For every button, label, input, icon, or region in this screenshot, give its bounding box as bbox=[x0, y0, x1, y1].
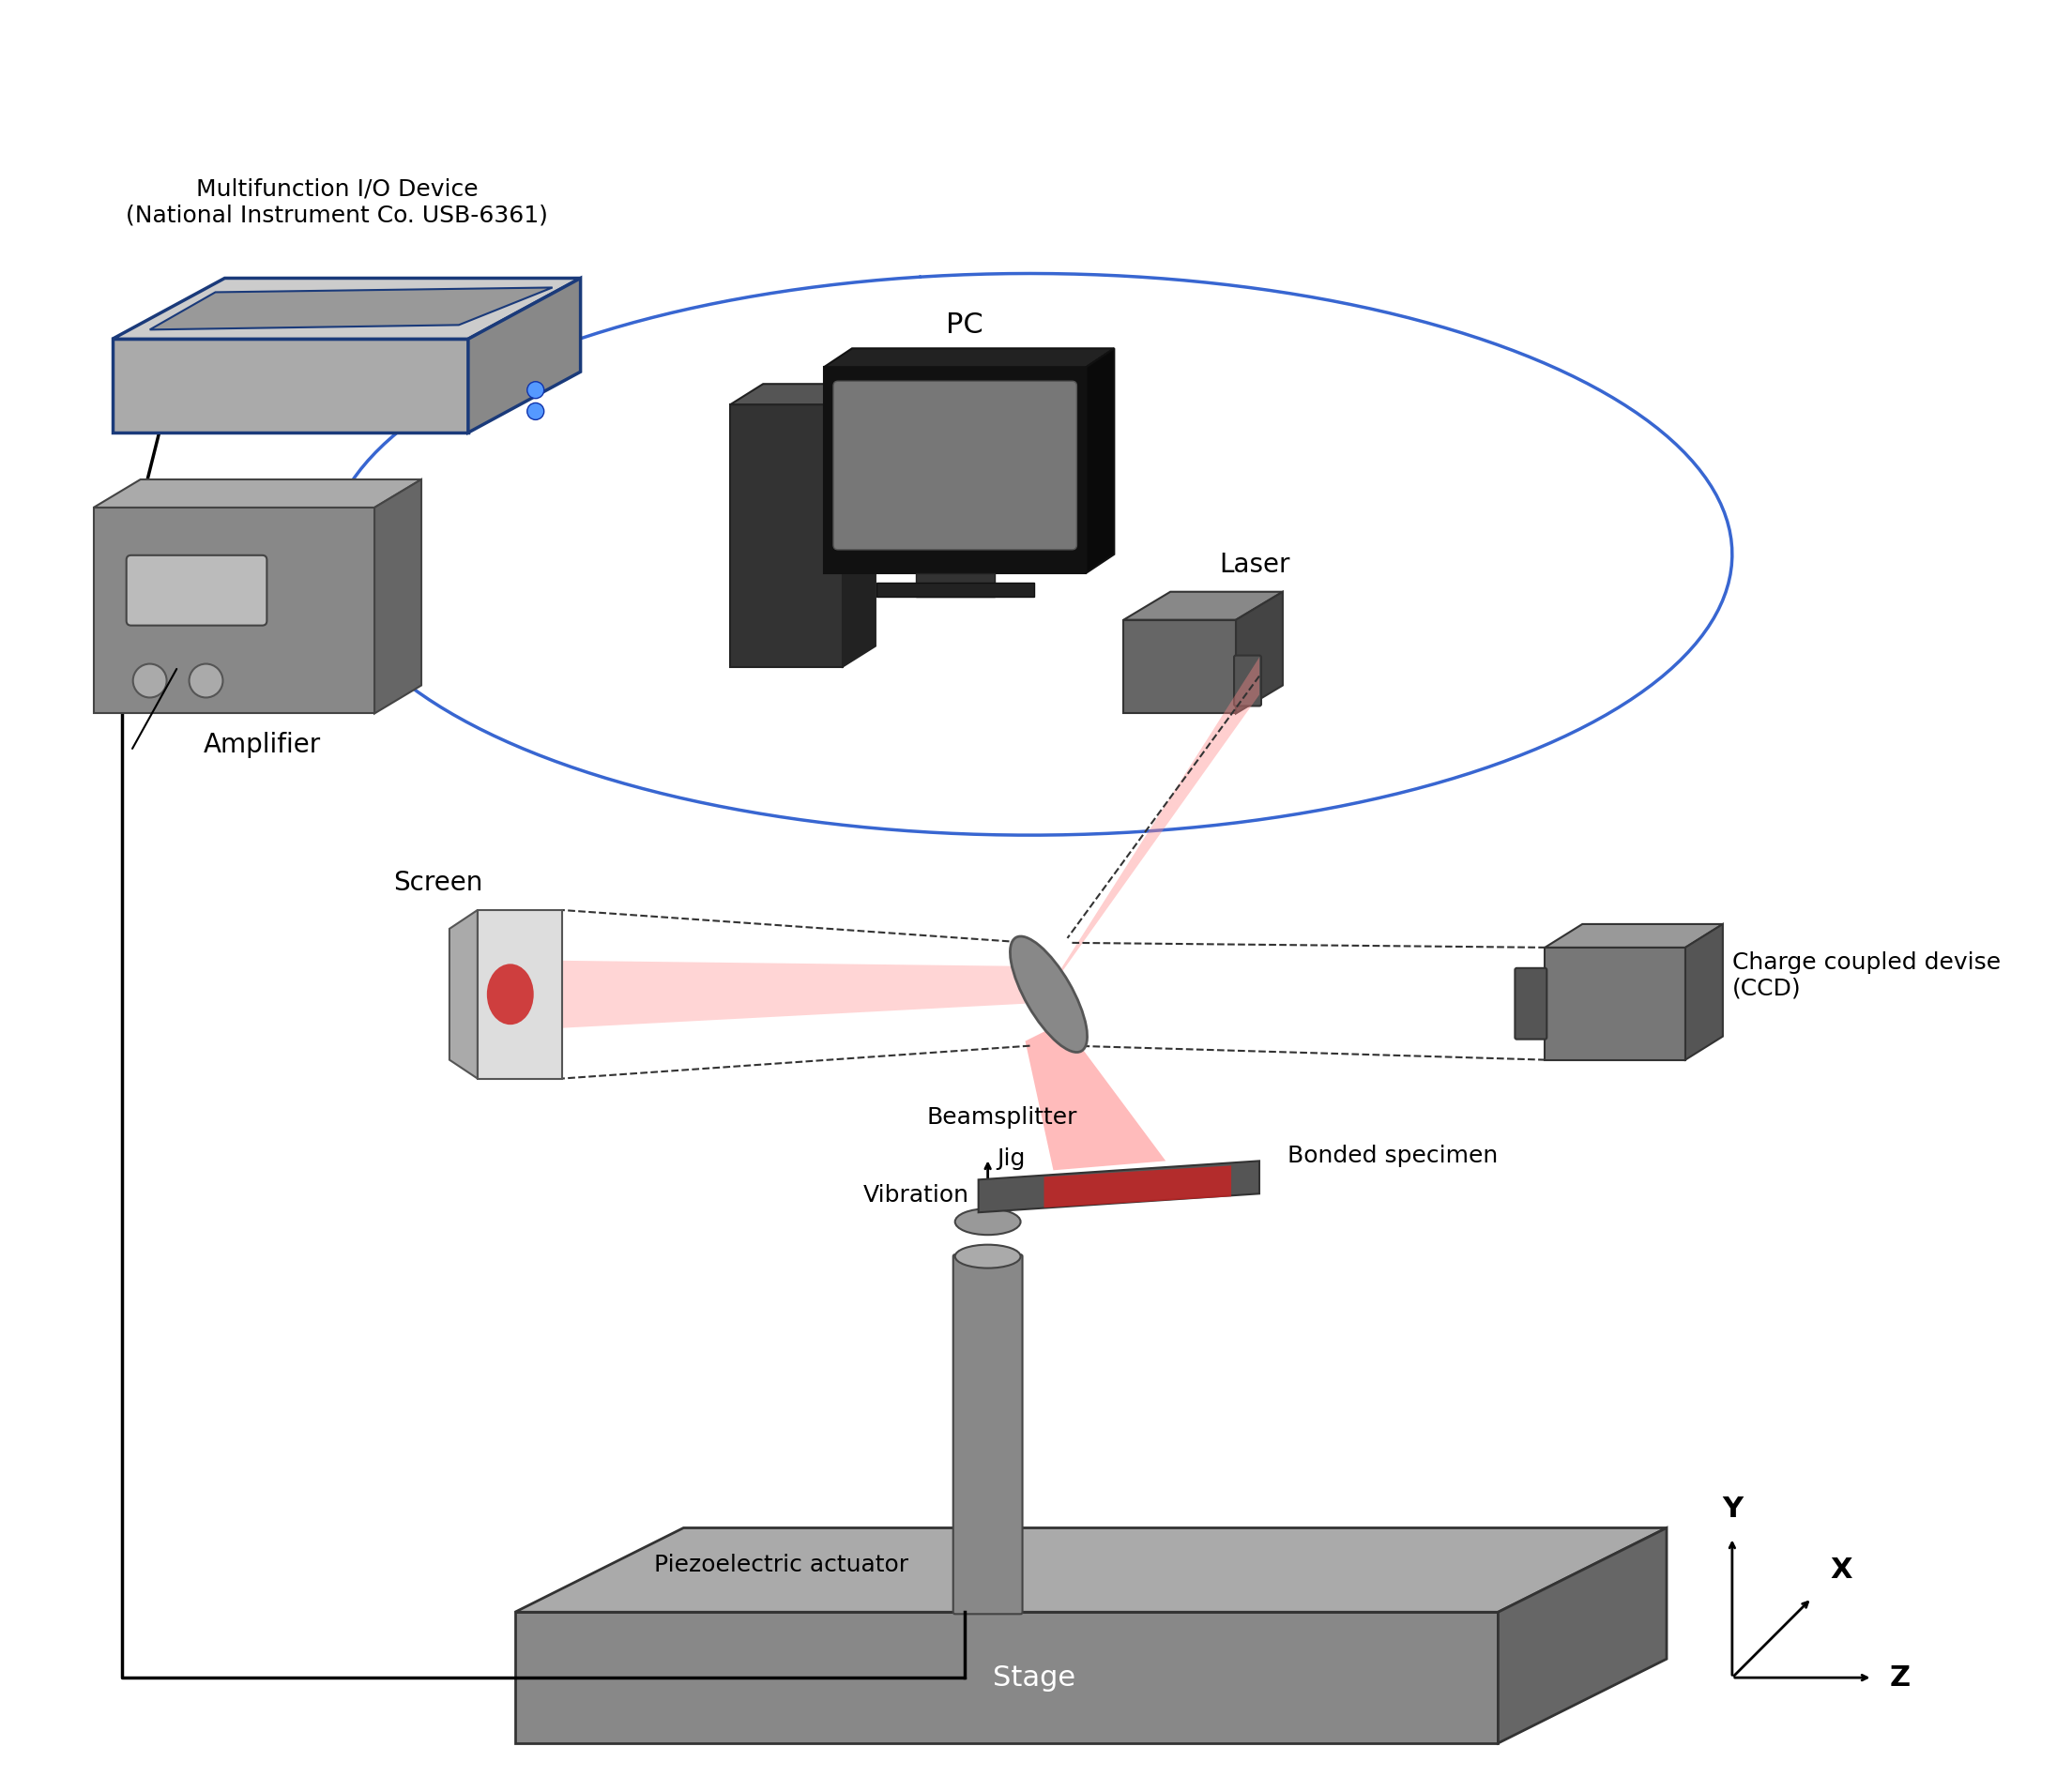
Polygon shape bbox=[1026, 1023, 1167, 1170]
Text: Vibration: Vibration bbox=[864, 1185, 970, 1206]
Circle shape bbox=[133, 663, 166, 697]
Polygon shape bbox=[1685, 925, 1722, 1059]
Text: Jig: Jig bbox=[997, 1147, 1026, 1170]
Polygon shape bbox=[1040, 658, 1260, 1004]
Ellipse shape bbox=[487, 964, 535, 1025]
Polygon shape bbox=[876, 582, 1034, 597]
FancyBboxPatch shape bbox=[126, 556, 267, 625]
Polygon shape bbox=[112, 278, 580, 339]
Polygon shape bbox=[93, 480, 421, 507]
Polygon shape bbox=[149, 287, 553, 330]
Text: PC: PC bbox=[945, 312, 982, 339]
Ellipse shape bbox=[1011, 937, 1088, 1052]
Polygon shape bbox=[468, 278, 580, 432]
Text: Multifunction I/O Device
(National Instrument Co. USB-6361): Multifunction I/O Device (National Instr… bbox=[126, 177, 549, 226]
Text: Charge coupled devise
(CCD): Charge coupled devise (CCD) bbox=[1732, 952, 2002, 1000]
Polygon shape bbox=[978, 1161, 1260, 1213]
Text: Y: Y bbox=[1722, 1496, 1743, 1523]
Polygon shape bbox=[1498, 1529, 1666, 1744]
Text: Bonded specimen: Bonded specimen bbox=[1287, 1145, 1498, 1168]
FancyBboxPatch shape bbox=[1515, 968, 1548, 1039]
Polygon shape bbox=[729, 383, 876, 405]
FancyBboxPatch shape bbox=[953, 1254, 1021, 1615]
Text: Laser: Laser bbox=[1218, 552, 1291, 577]
Polygon shape bbox=[450, 910, 477, 1079]
Text: X: X bbox=[1830, 1557, 1852, 1584]
Ellipse shape bbox=[955, 1208, 1021, 1235]
Polygon shape bbox=[112, 339, 468, 432]
Text: Beamsplitter: Beamsplitter bbox=[926, 1107, 1077, 1129]
Text: Amplifier: Amplifier bbox=[203, 733, 321, 758]
Polygon shape bbox=[1546, 948, 1685, 1059]
Text: Screen: Screen bbox=[394, 869, 483, 896]
Polygon shape bbox=[1123, 591, 1283, 620]
Polygon shape bbox=[825, 348, 1115, 367]
Polygon shape bbox=[375, 480, 421, 713]
Polygon shape bbox=[516, 1529, 1666, 1613]
Polygon shape bbox=[93, 507, 375, 713]
Polygon shape bbox=[1044, 1165, 1231, 1208]
Circle shape bbox=[526, 382, 545, 398]
Polygon shape bbox=[516, 1613, 1498, 1744]
Polygon shape bbox=[729, 405, 843, 667]
Circle shape bbox=[526, 403, 545, 419]
FancyBboxPatch shape bbox=[833, 382, 1077, 550]
Polygon shape bbox=[562, 961, 1026, 1029]
Text: Z: Z bbox=[1890, 1665, 1910, 1692]
Polygon shape bbox=[1123, 620, 1235, 713]
Polygon shape bbox=[825, 367, 1086, 573]
Polygon shape bbox=[843, 383, 876, 667]
Polygon shape bbox=[1546, 925, 1722, 948]
Polygon shape bbox=[1086, 348, 1115, 573]
Circle shape bbox=[189, 663, 224, 697]
Ellipse shape bbox=[955, 1245, 1021, 1269]
Text: Piezoelectric actuator: Piezoelectric actuator bbox=[655, 1554, 908, 1577]
Text: Stage: Stage bbox=[992, 1665, 1075, 1692]
Polygon shape bbox=[477, 910, 562, 1079]
Polygon shape bbox=[1235, 591, 1283, 713]
FancyBboxPatch shape bbox=[1235, 656, 1262, 706]
Polygon shape bbox=[916, 573, 995, 597]
